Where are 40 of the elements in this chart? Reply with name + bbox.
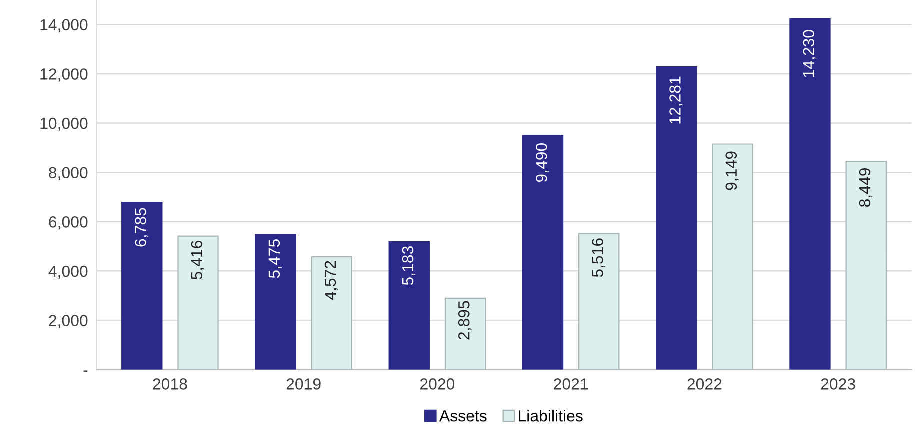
- x-tick-label: 2020: [420, 378, 455, 390]
- data-label: 14,230: [803, 30, 816, 78]
- data-label: 2,895: [458, 301, 472, 340]
- bar: [656, 66, 698, 370]
- y-tick-label: -: [84, 370, 88, 372]
- bar: [388, 241, 430, 370]
- bar: [178, 236, 219, 370]
- data-label: 4,572: [324, 261, 338, 300]
- x-tick-label: 2023: [821, 378, 856, 390]
- bar: [712, 144, 754, 370]
- legend-label: Liabilities: [519, 410, 583, 422]
- y-tick-label: 10,000: [40, 118, 88, 132]
- data-label: 9,490: [536, 143, 550, 182]
- bar: [846, 160, 887, 370]
- x-tick-label: 2019: [286, 378, 321, 390]
- bar: [790, 18, 831, 370]
- bar: [444, 298, 486, 370]
- data-label: 5,183: [402, 246, 416, 286]
- data-label: 12,281: [670, 76, 683, 124]
- bar: [255, 234, 296, 370]
- x-tick-label: 2018: [153, 378, 188, 390]
- bar: [578, 233, 620, 370]
- data-label: 9,149: [726, 152, 739, 190]
- data-label: 8,449: [859, 168, 873, 208]
- bar: [522, 135, 564, 370]
- legend-label: Assets: [439, 410, 487, 422]
- bar: [122, 202, 163, 370]
- y-tick-label: 2,000: [49, 315, 88, 328]
- x-tick-label: 2021: [554, 378, 588, 390]
- x-tick-label: 2022: [688, 378, 722, 390]
- y-tick-label: 4,000: [48, 266, 88, 280]
- y-tick-label: 6,000: [49, 216, 88, 230]
- data-label: 5,416: [191, 240, 204, 280]
- data-label: 6,785: [135, 208, 148, 247]
- y-tick-label: 12,000: [40, 68, 88, 82]
- y-tick-label: 8,000: [49, 167, 88, 180]
- data-label: 5,475: [268, 240, 282, 278]
- data-label: 5,516: [592, 238, 606, 278]
- bar: [311, 256, 352, 370]
- y-tick-label: 14,000: [40, 19, 88, 32]
